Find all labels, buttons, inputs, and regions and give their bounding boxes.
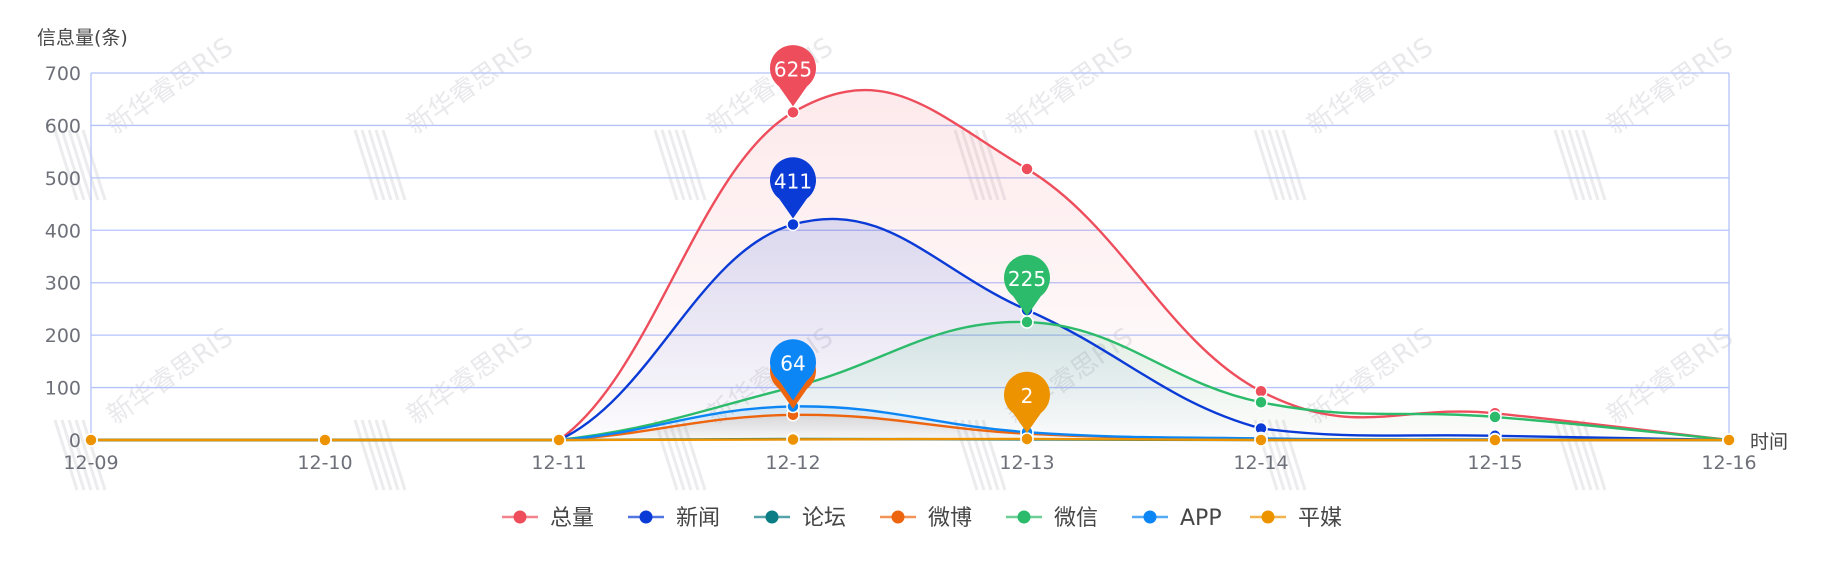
svg-text:新华睿思RIS: 新华睿思RIS: [1302, 32, 1439, 140]
data-point[interactable]: [552, 433, 566, 447]
svg-text:新华睿思RIS: 新华睿思RIS: [402, 32, 539, 140]
x-tick-label: 12-14: [1233, 452, 1288, 474]
data-point[interactable]: [1488, 433, 1502, 447]
data-point[interactable]: [786, 432, 800, 447]
x-tick-label: 12-16: [1701, 452, 1756, 474]
max-pin-总量: 625: [770, 45, 816, 107]
data-point[interactable]: [1722, 433, 1736, 447]
legend-item-新闻[interactable]: 新闻: [628, 506, 720, 531]
svg-text:新华睿思RIS: 新华睿思RIS: [1602, 322, 1739, 430]
data-point[interactable]: [84, 433, 98, 447]
x-axis-labels: 12-09 12-10 12-11 12-12 12-13 12-14 12-15 12-16: [63, 452, 1756, 474]
svg-text:微博: 微博: [928, 506, 972, 531]
legend: 总量 新闻 论坛 微博 微信 APP 平媒: [502, 506, 1342, 531]
data-point[interactable]: [786, 217, 800, 232]
data-point[interactable]: [1020, 315, 1034, 329]
series-line: [91, 437, 1729, 442]
y-axis-labels: 0 100 200 300 400 500 600 700: [45, 63, 81, 452]
svg-text:论坛: 论坛: [802, 506, 846, 531]
x-tick-label: 12-09: [63, 452, 118, 474]
svg-text:新华睿思RIS: 新华睿思RIS: [102, 322, 239, 430]
watermark: 新华睿思RIS: [353, 32, 539, 201]
series-area: [91, 321, 1729, 440]
x-tick-label: 12-15: [1467, 452, 1522, 474]
data-point[interactable]: [318, 433, 332, 447]
series-lines: [91, 88, 1730, 442]
legend-item-总量[interactable]: 总量: [502, 506, 594, 531]
x-tick-label: 12-13: [999, 452, 1054, 474]
svg-text:新华睿思RIS: 新华睿思RIS: [1002, 32, 1139, 140]
data-point[interactable]: [1020, 432, 1034, 446]
svg-text:新华睿思RIS: 新华睿思RIS: [402, 322, 539, 430]
legend-item-平媒[interactable]: 平媒: [1250, 506, 1342, 531]
svg-text:总量: 总量: [550, 506, 594, 531]
max-pin-新闻: 411: [770, 157, 816, 219]
y-tick-label: 600: [45, 115, 81, 137]
legend-item-APP[interactable]: APP: [1132, 506, 1222, 531]
svg-text:平媒: 平媒: [1298, 506, 1342, 531]
max-pin-平媒: 2: [1004, 371, 1050, 433]
data-point[interactable]: [1254, 395, 1268, 410]
svg-text:新华睿思RIS: 新华睿思RIS: [1602, 32, 1739, 140]
watermark: 新华睿思RIS: [353, 322, 539, 491]
x-tick-label: 12-12: [765, 452, 820, 474]
svg-text:625: 625: [774, 57, 812, 81]
y-tick-label: 500: [45, 168, 81, 190]
x-axis-title: 时间: [1750, 431, 1788, 453]
max-pin-APP: 64: [770, 339, 816, 401]
svg-text:2: 2: [1021, 384, 1034, 408]
watermark: 新华睿思RIS: [1253, 32, 1439, 201]
y-axis-title: 信息量(条): [37, 27, 128, 49]
max-pin-微信: 225: [1004, 254, 1050, 317]
max-value-pins: 625 411 64 225 2: [770, 45, 1050, 433]
svg-text:微信: 微信: [1054, 506, 1098, 531]
svg-text:64: 64: [780, 351, 805, 375]
data-point[interactable]: [786, 105, 800, 120]
watermark: 新华睿思RIS: [53, 32, 239, 201]
legend-item-微信[interactable]: 微信: [1006, 506, 1098, 531]
data-point[interactable]: [1020, 162, 1034, 176]
x-tick-label: 12-11: [531, 452, 586, 474]
series-area: [91, 218, 1729, 440]
y-tick-label: 700: [45, 63, 81, 85]
y-tick-label: 0: [69, 430, 81, 452]
legend-item-论坛[interactable]: 论坛: [754, 506, 846, 531]
y-tick-label: 400: [45, 220, 81, 242]
data-point[interactable]: [1254, 384, 1268, 398]
svg-text:APP: APP: [1180, 506, 1222, 531]
watermark: 新华睿思RIS: [1553, 32, 1739, 201]
y-tick-label: 100: [45, 378, 81, 400]
svg-text:411: 411: [774, 170, 812, 194]
y-tick-label: 300: [45, 273, 81, 295]
y-tick-label: 200: [45, 325, 81, 347]
x-tick-label: 12-10: [297, 452, 352, 474]
svg-text:新闻: 新闻: [676, 506, 720, 531]
svg-text:225: 225: [1008, 267, 1046, 291]
legend-item-微博[interactable]: 微博: [880, 506, 972, 531]
data-point[interactable]: [1488, 410, 1502, 424]
data-point[interactable]: [1254, 433, 1268, 447]
